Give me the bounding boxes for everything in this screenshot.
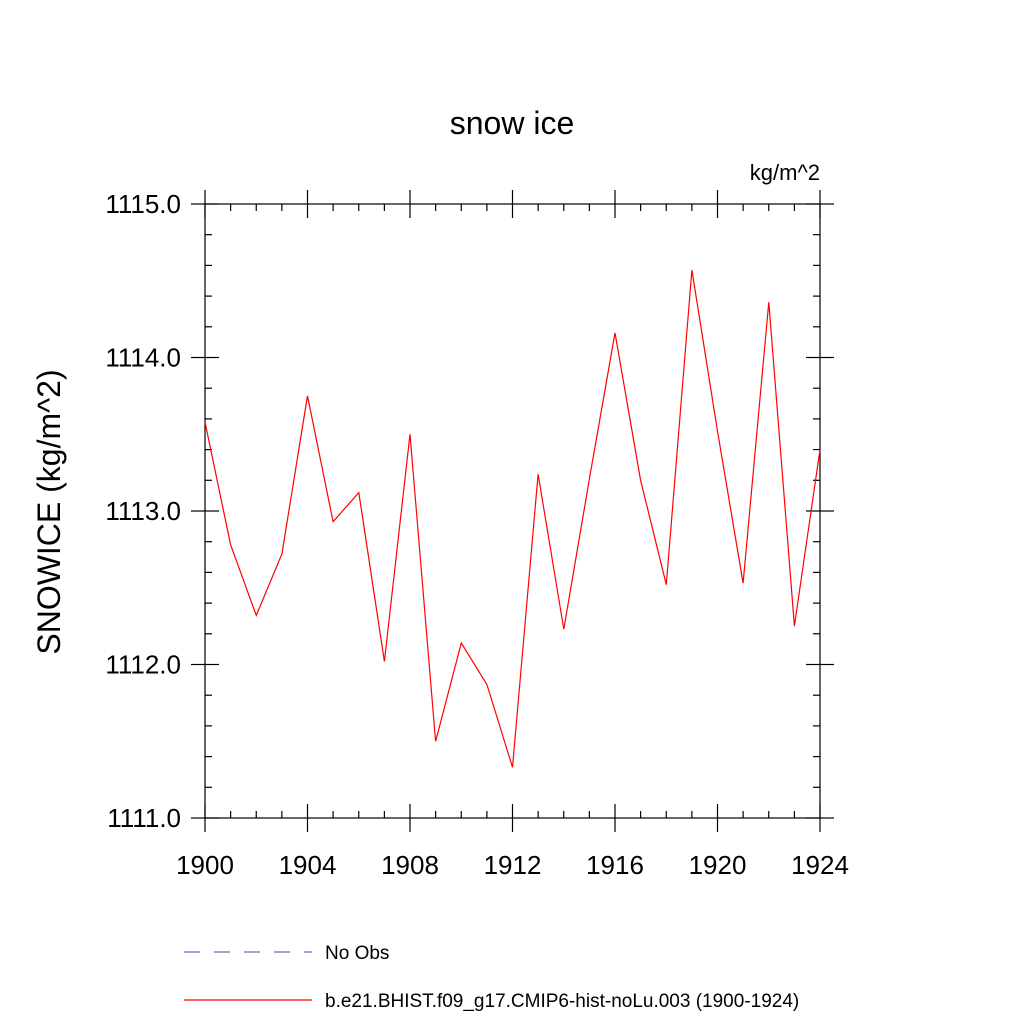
y-tick-label: 1115.0: [105, 189, 181, 219]
y-tick-label: 1111.0: [107, 803, 181, 833]
plot-frame: [204, 203, 821, 819]
units-label: kg/m^2: [750, 160, 820, 185]
x-tick-label: 1900: [176, 850, 234, 880]
legend-label: No Obs: [325, 943, 389, 964]
x-tick-label: 1904: [279, 850, 337, 880]
y-tick-label: 1113.0: [105, 496, 181, 526]
axis-tick-labels: 1900 1904 1908 1912 1916 1920 1924 1111.0 1112.0…: [105, 189, 849, 880]
axis-ticks: [191, 190, 834, 832]
y-tick-label: 1114.0: [105, 343, 181, 373]
x-tick-label: 1912: [484, 850, 542, 880]
legend-label: b.e21.BHIST.f09_g17.CMIP6-hist-noLu.003 …: [325, 991, 799, 1012]
x-tick-label: 1924: [791, 850, 849, 880]
chart-title: snow ice: [450, 105, 575, 141]
y-tick-label: 1112.0: [105, 650, 181, 680]
x-tick-label: 1908: [381, 850, 439, 880]
series-line: [204, 269, 821, 768]
x-tick-label: 1916: [586, 850, 644, 880]
y-axis-label: SNOWICE (kg/m^2): [31, 369, 67, 654]
legend: No Obs b.e21.BHIST.f09_g17.CMIP6-hist-noL…: [184, 943, 799, 1012]
x-tick-label: 1920: [689, 850, 747, 880]
series-layer: [204, 269, 821, 768]
